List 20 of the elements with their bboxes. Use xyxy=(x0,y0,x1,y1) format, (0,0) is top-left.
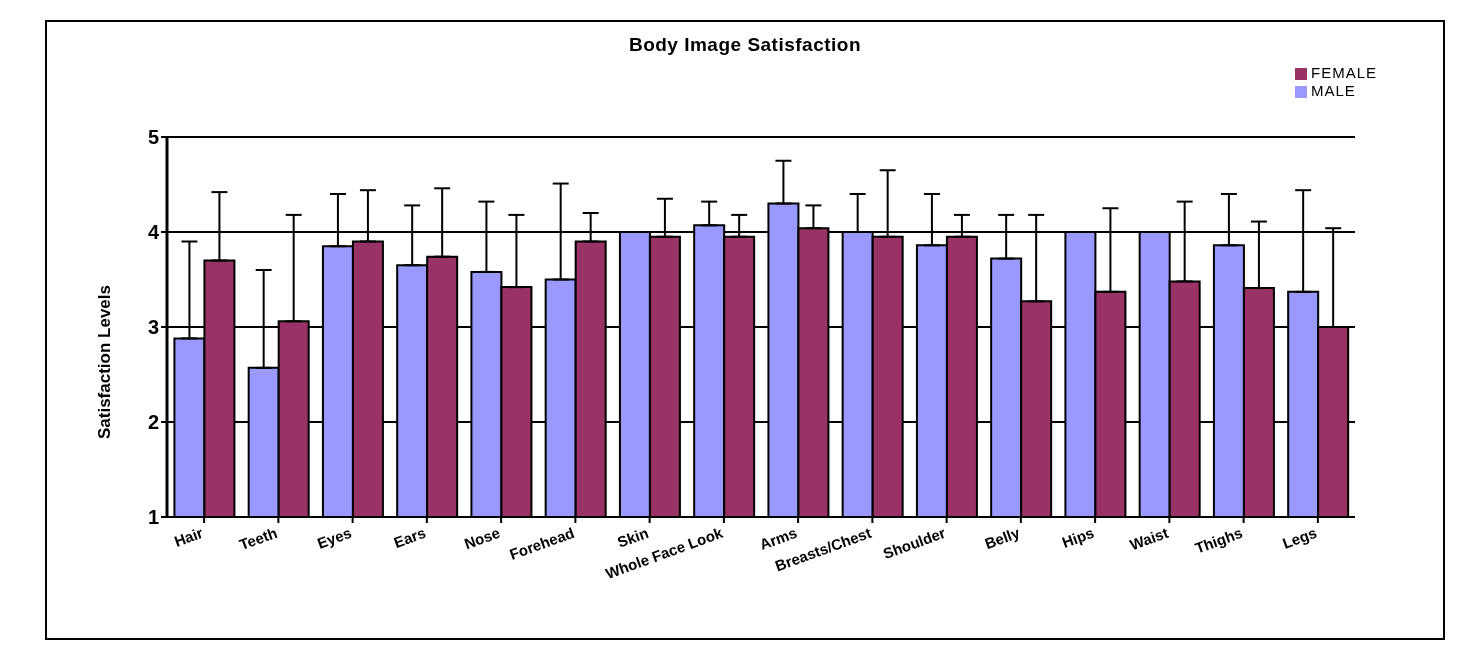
chart-title: Body Image Satisfaction xyxy=(627,34,863,56)
x-tick-label: Skin xyxy=(615,523,651,551)
x-tick-label: Legs xyxy=(1280,523,1319,552)
legend-label: FEMALE xyxy=(1310,64,1377,81)
y-axis-title: Satisfaction Levels xyxy=(95,284,115,440)
x-tick-label: Waist xyxy=(1127,523,1171,554)
y-tick-label: 5 xyxy=(147,126,159,149)
y-tick-label: 2 xyxy=(147,411,159,434)
y-tick-label: 1 xyxy=(147,506,159,529)
x-tick-label: Hair xyxy=(171,523,206,550)
x-tick-label: Hips xyxy=(1059,523,1097,551)
x-tick-label: Teeth xyxy=(237,523,280,554)
x-tick-label: Thighs xyxy=(1192,523,1245,557)
x-tick-label: Eyes xyxy=(314,523,354,552)
x-tick-label: Nose xyxy=(461,523,503,553)
legend-label: MALE xyxy=(1310,82,1356,99)
x-tick-label: Ears xyxy=(391,523,428,551)
y-tick-label: 3 xyxy=(147,316,159,339)
y-tick-label: 4 xyxy=(147,221,160,244)
x-tick-label: Belly xyxy=(982,523,1023,553)
